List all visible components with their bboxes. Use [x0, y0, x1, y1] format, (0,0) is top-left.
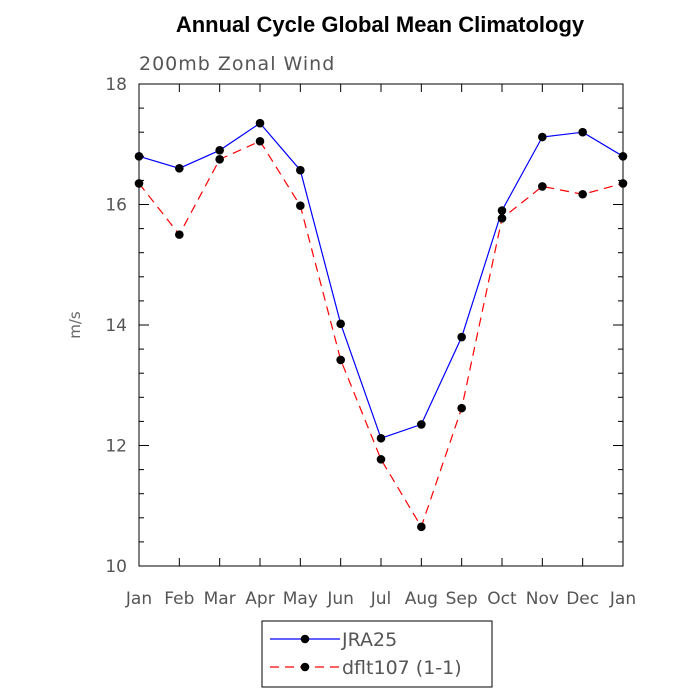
series-line — [138, 122, 624, 440]
data-point — [578, 127, 587, 137]
data-point — [618, 179, 628, 188]
x-tick-label: May — [283, 589, 318, 609]
data-point — [376, 433, 386, 443]
x-tick-label: Aug — [405, 589, 438, 609]
legend-label: dflt107 (1-1) — [342, 657, 462, 679]
data-point — [296, 201, 305, 211]
data-point — [538, 132, 547, 142]
data-point — [538, 182, 547, 191]
x-tick-label: Mar — [204, 589, 236, 609]
data-point — [134, 152, 144, 161]
chart-title: Annual Cycle Global Mean Climatology — [176, 12, 585, 37]
series-line — [138, 140, 624, 529]
y-tick-label: 10 — [105, 557, 127, 577]
legend: JRA25 dflt107 (1-1) — [261, 620, 493, 688]
data-point — [497, 206, 507, 215]
x-tick-label: Jul — [370, 589, 392, 609]
data-point — [457, 403, 466, 413]
data-point — [255, 136, 265, 146]
x-tick-label: Feb — [164, 589, 194, 609]
data-point — [215, 155, 224, 164]
x-tick-label: Apr — [245, 589, 274, 609]
y-tick-label: 12 — [105, 437, 127, 457]
legend-marker — [300, 634, 310, 644]
legend-marker — [300, 662, 310, 672]
plot-frame — [138, 83, 624, 567]
data-point — [457, 332, 466, 342]
data-point — [417, 522, 426, 532]
x-tick-label: Jun — [326, 589, 354, 609]
y-axis-label: m/s — [66, 311, 84, 339]
data-point — [417, 420, 426, 429]
data-point — [497, 214, 507, 223]
data-point — [175, 230, 184, 239]
series-layer — [134, 118, 628, 532]
data-point — [336, 319, 345, 329]
data-point — [296, 165, 305, 175]
data-point — [336, 355, 345, 365]
legend-label: JRA25 — [341, 629, 397, 651]
data-point — [578, 189, 587, 199]
data-point — [175, 164, 184, 173]
y-tick-label: 14 — [105, 316, 127, 336]
data-point — [255, 118, 265, 128]
x-tick-label: Dec — [566, 589, 599, 609]
data-point — [376, 455, 386, 464]
data-point — [618, 152, 628, 161]
x-tick-label: Nov — [526, 589, 559, 609]
data-point — [134, 179, 144, 188]
x-tick-label: Jan — [609, 589, 636, 609]
chart-subtitle: 200mb Zonal Wind — [139, 53, 335, 75]
axis-ticks: Jan Feb Mar Apr May Jun Jul Aug Sep Oct Nov Dec Jan 1… — [105, 75, 636, 609]
legend-box — [261, 620, 493, 688]
x-tick-label: Jan — [125, 589, 152, 609]
y-tick-label: 16 — [105, 196, 127, 216]
series-dflt107 — [134, 136, 628, 532]
data-point — [215, 145, 224, 155]
x-tick-label: Sep — [446, 589, 478, 609]
y-tick-label: 18 — [105, 75, 127, 95]
series-jra25 — [134, 118, 628, 443]
x-tick-label: Oct — [487, 589, 517, 609]
